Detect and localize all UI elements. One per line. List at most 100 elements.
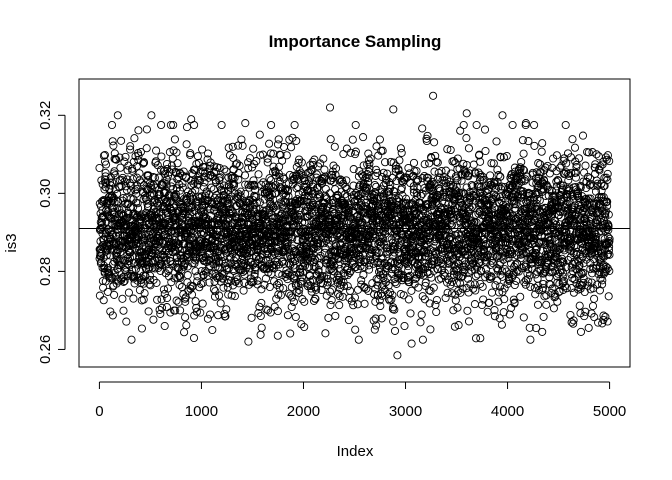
data-point [579,278,588,287]
data-point [182,123,192,132]
data-point [379,168,388,177]
data-point [298,295,307,304]
data-point [601,210,610,219]
data-point [349,301,358,310]
data-point [571,168,581,177]
data-point [425,299,434,308]
data-point [423,131,432,140]
data-point [548,284,557,293]
data-point [595,286,604,295]
data-point [163,284,172,293]
data-point [272,280,282,289]
data-point [305,262,314,271]
data-point [533,300,543,309]
data-point [569,316,578,325]
data-point [604,222,613,231]
data-point [249,159,258,169]
data-point [465,203,474,212]
data-point [418,124,427,133]
data-point [449,306,458,315]
data-point [557,266,566,275]
data-point [457,189,466,198]
data-point [181,313,190,322]
data-point [471,334,481,343]
data-point [602,173,611,182]
data-point [404,266,413,275]
data-point [180,294,190,303]
data-point [201,162,210,172]
data-point [326,135,335,144]
data-point [570,143,580,152]
data-point [500,295,509,304]
data-point [325,189,334,198]
data-point [571,210,580,219]
data-point [219,283,228,292]
data-point [576,183,585,192]
data-point [150,264,159,273]
data-point [297,273,307,282]
data-point [102,160,111,169]
data-point [511,206,520,215]
data-point [157,303,167,312]
data-point [140,229,149,238]
data-point [496,258,505,267]
data-point [594,270,603,279]
data-point [525,323,534,332]
data-point [370,180,379,190]
data-point [278,156,287,165]
data-point [364,167,373,176]
data-point [544,259,553,269]
data-point [342,176,351,185]
data-point [527,203,536,212]
data-point [505,191,514,200]
data-point [155,261,164,270]
data-point [327,285,336,294]
data-point [584,148,593,157]
data-point [178,183,187,192]
data-point [98,180,107,189]
data-point [569,319,578,328]
data-point [409,243,418,252]
data-point [331,164,341,173]
data-point [599,311,608,320]
data-point [425,286,434,295]
data-point [456,195,465,204]
data-point [603,201,612,211]
data-point [267,181,276,190]
data-point [348,135,357,144]
data-point [454,321,463,330]
data-point [494,182,503,191]
data-point [428,177,437,186]
data-point [521,280,530,289]
data-point [543,161,552,170]
data-point [129,157,138,166]
data-point [379,234,388,243]
data-point [487,159,496,168]
data-point [459,159,468,168]
data-point [500,265,509,274]
data-point [256,311,265,321]
data-point [287,302,296,312]
data-point [495,288,504,297]
data-point [540,292,549,301]
data-point [320,248,329,257]
data-point [496,172,505,181]
data-point [193,272,202,281]
data-point [444,234,454,243]
data-point [508,120,517,130]
data-point [453,258,462,267]
data-point [292,136,301,145]
data-point [126,145,135,154]
data-point [294,158,303,167]
data-point [314,190,323,199]
data-point [142,256,151,265]
data-point [311,294,320,303]
data-point [561,120,570,130]
data-point [379,273,388,282]
data-point [562,159,571,168]
data-point [538,283,548,292]
data-point [396,144,405,153]
data-point [139,158,149,167]
data-point [590,294,599,303]
